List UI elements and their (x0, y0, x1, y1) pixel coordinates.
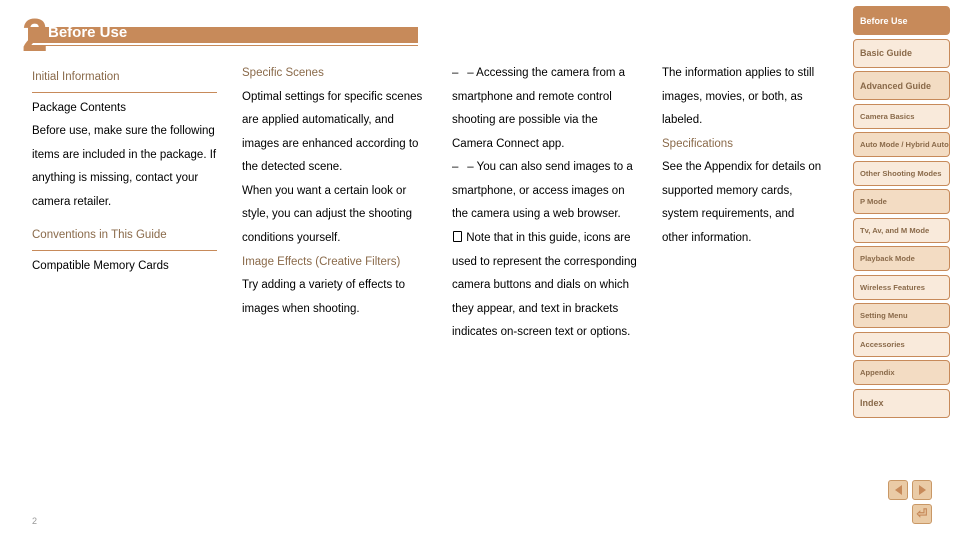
section-tabs: Before Use Basic Guide Advanced Guide Camer… (853, 6, 950, 421)
tab-p-mode[interactable]: P Mode (853, 189, 950, 214)
cross-ref-link[interactable]: Image Effects (Creative Filters) (242, 256, 400, 268)
body-text: Compatible Memory Cards (32, 260, 169, 272)
column-3: – – Accessing the camera from a smartpho… (452, 62, 637, 345)
bullet-dash: – (452, 62, 464, 86)
tab-advanced-guide[interactable]: Advanced Guide (853, 71, 950, 100)
body-text: Package Contents (32, 102, 126, 114)
tab-tv-av-and-m-mode[interactable]: Tv, Av, and M Mode (853, 218, 950, 243)
guide-icon (453, 231, 462, 242)
tab-camera-basics[interactable]: Camera Basics (853, 104, 950, 129)
column-1: Initial Information Package Contents Bef… (32, 62, 217, 279)
tab-other-shooting-modes[interactable]: Other Shooting Modes (853, 161, 950, 186)
tab-appendix[interactable]: Appendix (853, 360, 950, 385)
cross-ref-link[interactable]: Specifications (662, 138, 733, 150)
body-text: See the Appendix for details on supporte… (662, 161, 821, 244)
tab-accessories[interactable]: Accessories (853, 332, 950, 357)
tab-basic-guide[interactable]: Basic Guide (853, 39, 950, 68)
body-text: Optimal settings for specific scenes are… (242, 91, 422, 174)
tab-wireless-features[interactable]: Wireless Features (853, 275, 950, 300)
page-nav: ⏎ (888, 476, 932, 524)
body-text: Note that in this guide, icons are used … (452, 232, 637, 338)
next-page-button[interactable] (912, 480, 932, 500)
column-4: The information applies to still images,… (662, 62, 822, 251)
body-text: Try adding a variety of effects to image… (242, 279, 405, 315)
tab-setting-menu[interactable]: Setting Menu (853, 303, 950, 328)
section-heading: Initial Information (32, 62, 217, 93)
tab-playback-mode[interactable]: Playback Mode (853, 246, 950, 271)
body-text: – Accessing the camera from a smartphone… (452, 67, 625, 150)
body-text: When you want a certain look or style, y… (242, 185, 412, 244)
bullet-dash: – (452, 156, 464, 180)
section-heading: Conventions in This Guide (32, 220, 217, 251)
prev-page-button[interactable] (888, 480, 908, 500)
arrow-right-icon (919, 485, 926, 495)
body-text: – You can also send images to a smartpho… (452, 161, 633, 220)
title-rule (28, 45, 418, 46)
page-title: Before Use (48, 24, 127, 41)
arrow-left-icon (895, 485, 902, 495)
page-footer: 2 (32, 516, 37, 526)
tab-index[interactable]: Index (853, 389, 950, 418)
cross-ref-link[interactable]: Specific Scenes (242, 67, 324, 79)
return-button[interactable]: ⏎ (912, 504, 932, 524)
tab-before-use[interactable]: Before Use (853, 6, 950, 35)
body-text: Before use, make sure the following item… (32, 125, 215, 161)
body-text: The information applies to still images,… (662, 67, 814, 126)
tab-auto-mode-hybrid-auto-mode[interactable]: Auto Mode / Hybrid Auto Mode (853, 132, 950, 157)
column-2: Specific Scenes Optimal settings for spe… (242, 62, 427, 321)
